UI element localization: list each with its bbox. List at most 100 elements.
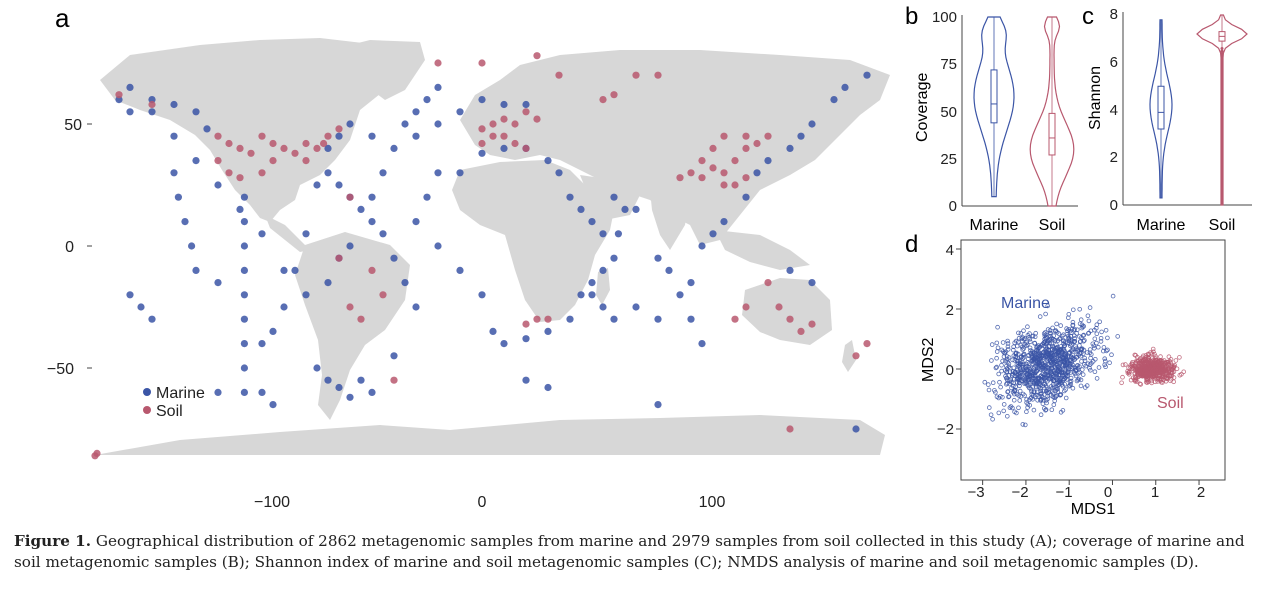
marine-sample-point bbox=[687, 279, 695, 287]
nmds-marine-point bbox=[999, 362, 1004, 368]
nmds-marine-point bbox=[1030, 384, 1036, 390]
soil-outlier-point bbox=[1220, 81, 1224, 84]
nmds-marine-point bbox=[1038, 412, 1044, 418]
nmds-marine-point bbox=[989, 358, 994, 363]
marine-sample-point bbox=[192, 157, 200, 165]
soil-sample-point bbox=[522, 320, 530, 328]
marine-sample-point bbox=[412, 108, 420, 116]
soil-sample-point bbox=[214, 157, 222, 165]
soil-outlier-point bbox=[1220, 180, 1224, 184]
nmds-marine-point bbox=[986, 387, 992, 393]
marine-sample-point bbox=[192, 266, 200, 274]
soil-outlier-point bbox=[1220, 190, 1224, 194]
marine-sample-point bbox=[148, 315, 156, 323]
nmds-marine-point bbox=[1043, 407, 1049, 412]
nmds-marine-point bbox=[1063, 387, 1068, 392]
nmds-marine-point bbox=[1010, 383, 1016, 389]
nmds-marine-point bbox=[1058, 392, 1063, 398]
nmds-marine-point bbox=[1037, 314, 1043, 319]
figure-caption: Figure 1. Geographical distribution of 2… bbox=[14, 531, 1254, 573]
b-y-tick-label: 75 bbox=[940, 56, 957, 73]
soil-sample-point bbox=[302, 157, 310, 165]
marine-sample-point bbox=[841, 83, 849, 91]
nmds-marine-point bbox=[1078, 347, 1084, 353]
b-y-tick-label: 50 bbox=[940, 104, 957, 121]
marine-sample-point bbox=[280, 303, 288, 311]
marine-sample-point bbox=[698, 340, 706, 348]
nmds-marine-point bbox=[1009, 379, 1014, 385]
nmds-marine-point bbox=[1057, 381, 1063, 386]
soil-sample-point bbox=[225, 139, 233, 148]
nmds-marine-point bbox=[1104, 348, 1109, 354]
d-y-tick-label: 4 bbox=[946, 242, 954, 259]
nmds-marine-point bbox=[1071, 307, 1076, 313]
marine-sample-point bbox=[324, 376, 332, 384]
nmds-marine-point bbox=[1082, 358, 1088, 364]
nmds-soil-point bbox=[1119, 380, 1124, 386]
nmds-marine-point bbox=[1056, 382, 1062, 387]
soil-sample-point bbox=[698, 157, 706, 165]
nmds-marine-point bbox=[1005, 347, 1011, 352]
soil-outlier-point bbox=[1220, 128, 1224, 131]
soil-sample-point bbox=[247, 149, 255, 157]
soil-sample-point bbox=[731, 181, 739, 189]
nmds-marine-point bbox=[1019, 354, 1024, 360]
violin-box bbox=[1157, 85, 1165, 130]
nmds-marine-point bbox=[1103, 358, 1108, 364]
soil-sample-point bbox=[863, 340, 871, 348]
nmds-marine-point bbox=[1049, 365, 1055, 371]
map-y-tick-label: −50 bbox=[47, 361, 74, 378]
d-annot-marine: Marine bbox=[1001, 295, 1050, 312]
soil-sample-point bbox=[511, 120, 519, 128]
legend-marker-soil bbox=[143, 406, 151, 414]
soil-sample-point bbox=[753, 139, 761, 148]
nmds-soil-point bbox=[1149, 351, 1155, 357]
nmds-marine-point bbox=[1057, 357, 1063, 362]
nmds-marine-point bbox=[994, 349, 1000, 354]
nmds-marine-point bbox=[1056, 375, 1062, 381]
nmds-marine-point bbox=[1099, 329, 1104, 335]
soil-outlier-point bbox=[1220, 75, 1224, 79]
map-x-axis: −100 0 100 bbox=[254, 494, 725, 511]
nmds-marine-point bbox=[1047, 376, 1053, 382]
nmds-marine-point bbox=[1075, 377, 1081, 383]
nmds-soil-point bbox=[1145, 359, 1151, 365]
nmds-marine-point bbox=[1080, 372, 1086, 377]
marine-sample-point bbox=[214, 181, 222, 189]
nmds-marine-point bbox=[1068, 378, 1074, 384]
nmds-marine-point bbox=[1014, 350, 1019, 356]
map-points bbox=[91, 52, 871, 460]
d-xlabel: MDS1 bbox=[1071, 501, 1116, 518]
marine-sample-point bbox=[401, 279, 409, 287]
soil-outlier-point bbox=[1220, 65, 1224, 69]
nmds-marine-point bbox=[1107, 360, 1112, 366]
nmds-soil-point bbox=[1120, 362, 1126, 368]
marine-sample-point bbox=[258, 388, 266, 396]
nmds-marine-point bbox=[995, 324, 1000, 330]
soil-outlier-point bbox=[1220, 62, 1224, 66]
marine-sample-point bbox=[610, 254, 618, 262]
soil-sample-point bbox=[797, 327, 805, 335]
d-x-tick-label: 0 bbox=[1104, 484, 1112, 501]
caption-text: Geographical distribution of 2862 metage… bbox=[14, 532, 1245, 571]
nmds-marine-point bbox=[1022, 369, 1027, 374]
soil-sample-point bbox=[511, 139, 519, 148]
marine-sample-point bbox=[610, 315, 618, 323]
nmds-marine-point bbox=[1004, 375, 1010, 381]
soil-sample-point bbox=[676, 174, 684, 182]
violin-outline bbox=[1149, 19, 1173, 199]
nmds-soil-point bbox=[1136, 370, 1141, 375]
soil-outlier-point bbox=[1220, 120, 1224, 124]
marine-sample-point bbox=[313, 364, 321, 372]
marine-sample-point bbox=[181, 218, 189, 226]
nmds-marine-point bbox=[1004, 413, 1010, 419]
nmds-marine-point bbox=[1016, 335, 1022, 341]
nmds-marine-point bbox=[1061, 347, 1067, 352]
nmds-marine-point bbox=[1102, 356, 1107, 362]
panel-d-label: d bbox=[905, 231, 918, 258]
marine-sample-point bbox=[368, 193, 376, 201]
nmds-marine-point bbox=[1050, 357, 1056, 363]
nmds-marine-point bbox=[1027, 345, 1033, 351]
nmds-marine-point bbox=[1024, 409, 1029, 415]
nmds-soil-point bbox=[1151, 357, 1156, 363]
